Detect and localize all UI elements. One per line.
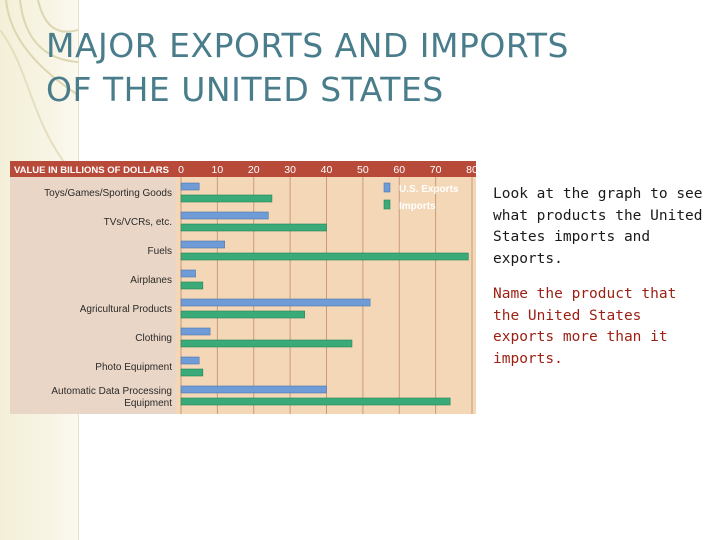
title-line-1: MAJOR EXPORTS AND IMPORTS [46,26,570,65]
chart-svg: VALUE IN BILLIONS OF DOLLARS 0 10 20 30 40 50 6… [10,161,476,414]
export-bar [180,385,327,394]
instruction-paragraph: Look at the graph to see what products t… [493,186,703,267]
legend-exports-swatch [383,182,391,193]
x-tick-label: 10 [212,164,224,176]
decorative-swirl [0,0,78,170]
category-label: Agricultural Products [80,304,172,315]
category-label: Equipment [124,398,172,409]
bar-chart: VALUE IN BILLIONS OF DOLLARS 0 10 20 30 40 50 6… [10,161,476,414]
export-bar [180,356,200,365]
category-label: Clothing [135,333,172,344]
category-label: TVs/VCRs, etc. [104,217,172,228]
export-bar [180,182,200,191]
import-bar [180,368,204,377]
text-column: Look at the graph to see what products t… [493,184,708,370]
title-line-2: OF THE UNITED STATES [46,70,444,109]
import-bar [180,310,305,319]
x-tick-label: 60 [393,164,405,176]
legend-exports-label: U.S. Exports [399,184,459,195]
category-label: Automatic Data Processing [51,386,172,397]
export-bar [180,211,269,220]
x-tick-label: 20 [248,164,260,176]
export-bar [180,240,225,249]
import-bar [180,281,204,290]
category-label: Photo Equipment [95,362,172,373]
import-bar [180,397,451,406]
category-label-panel [10,161,176,414]
export-bar [180,269,196,278]
x-tick-label: 30 [284,164,296,176]
x-tick-label: 0 [178,164,184,176]
slide-title: MAJOR EXPORTS AND IMPORTS OF THE UNITED … [46,24,706,112]
legend-imports-label: Imports [399,201,436,212]
axis-header-bar [10,161,476,177]
export-bar [180,327,211,336]
import-bar [180,223,327,232]
x-tick-label: 80 [466,164,476,176]
legend-imports-swatch [383,199,391,210]
x-tick-label: 70 [430,164,442,176]
category-label: Airplanes [130,275,172,286]
import-bar [180,194,273,203]
axis-header-label: VALUE IN BILLIONS OF DOLLARS [14,165,169,176]
category-label: Fuels [148,246,172,257]
category-label: Toys/Games/Sporting Goods [44,188,172,199]
export-bar [180,298,371,307]
x-tick-label: 50 [357,164,369,176]
question-paragraph: Name the product that the United States … [493,286,677,367]
x-tick-label: 40 [321,164,333,176]
import-bar [180,252,469,261]
import-bar [180,339,353,348]
